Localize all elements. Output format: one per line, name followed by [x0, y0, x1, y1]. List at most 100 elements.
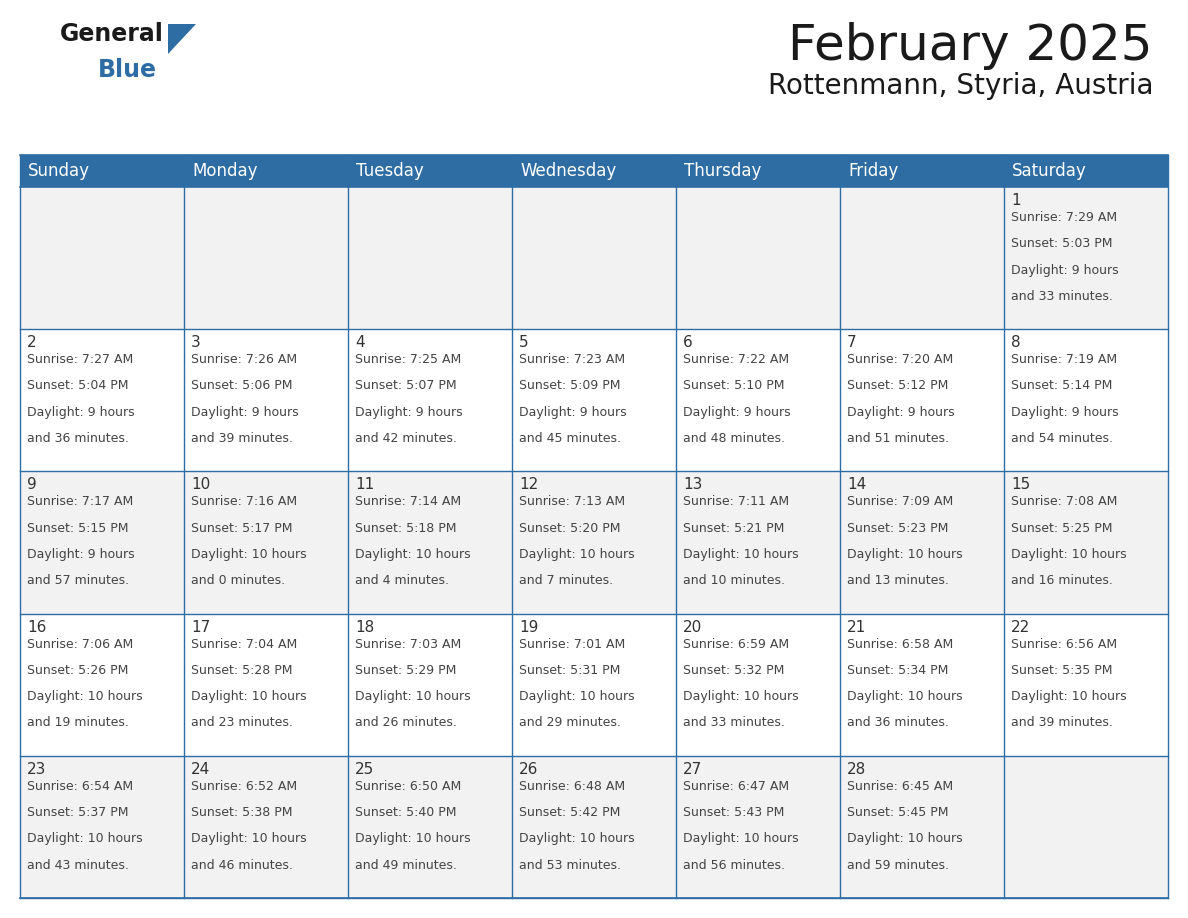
Text: Rottenmann, Styria, Austria: Rottenmann, Styria, Austria: [767, 72, 1154, 100]
Text: 21: 21: [847, 620, 866, 634]
Text: February 2025: February 2025: [789, 22, 1154, 70]
Text: and 36 minutes.: and 36 minutes.: [847, 716, 949, 730]
Text: Daylight: 10 hours: Daylight: 10 hours: [519, 833, 634, 845]
Text: Sunrise: 7:04 AM: Sunrise: 7:04 AM: [191, 638, 297, 651]
Text: and 7 minutes.: and 7 minutes.: [519, 574, 613, 588]
Text: Sunset: 5:40 PM: Sunset: 5:40 PM: [355, 806, 456, 819]
Text: and 43 minutes.: and 43 minutes.: [27, 858, 128, 871]
Text: Monday: Monday: [192, 162, 258, 180]
Text: 14: 14: [847, 477, 866, 492]
Text: Daylight: 10 hours: Daylight: 10 hours: [355, 690, 470, 703]
Text: 19: 19: [519, 620, 538, 634]
Text: and 39 minutes.: and 39 minutes.: [191, 432, 293, 445]
Text: Sunrise: 7:23 AM: Sunrise: 7:23 AM: [519, 353, 625, 366]
Text: 16: 16: [27, 620, 46, 634]
Text: Daylight: 10 hours: Daylight: 10 hours: [519, 548, 634, 561]
Text: 26: 26: [519, 762, 538, 777]
Text: 20: 20: [683, 620, 702, 634]
Polygon shape: [168, 24, 196, 54]
Text: Sunset: 5:18 PM: Sunset: 5:18 PM: [355, 521, 456, 534]
Text: 1: 1: [1011, 193, 1020, 208]
Text: Sunset: 5:21 PM: Sunset: 5:21 PM: [683, 521, 784, 534]
Text: and 0 minutes.: and 0 minutes.: [191, 574, 285, 588]
Text: Sunrise: 6:54 AM: Sunrise: 6:54 AM: [27, 779, 133, 793]
Text: and 46 minutes.: and 46 minutes.: [191, 858, 293, 871]
Text: 15: 15: [1011, 477, 1030, 492]
Text: Daylight: 9 hours: Daylight: 9 hours: [1011, 406, 1119, 419]
Text: Daylight: 9 hours: Daylight: 9 hours: [847, 406, 955, 419]
Text: Daylight: 9 hours: Daylight: 9 hours: [27, 548, 134, 561]
Text: 24: 24: [191, 762, 210, 777]
Bar: [20, 472, 1168, 613]
Text: Sunrise: 6:58 AM: Sunrise: 6:58 AM: [847, 638, 953, 651]
Text: Daylight: 9 hours: Daylight: 9 hours: [683, 406, 791, 419]
Text: and 19 minutes.: and 19 minutes.: [27, 716, 128, 730]
Text: Friday: Friday: [848, 162, 898, 180]
Text: Thursday: Thursday: [684, 162, 762, 180]
Text: Sunset: 5:03 PM: Sunset: 5:03 PM: [1011, 237, 1112, 251]
Text: Sunrise: 7:29 AM: Sunrise: 7:29 AM: [1011, 211, 1117, 224]
Text: Sunrise: 7:03 AM: Sunrise: 7:03 AM: [355, 638, 461, 651]
Bar: [20, 330, 1168, 472]
Text: Daylight: 9 hours: Daylight: 9 hours: [519, 406, 626, 419]
Text: Sunset: 5:34 PM: Sunset: 5:34 PM: [847, 664, 948, 677]
Text: Sunset: 5:25 PM: Sunset: 5:25 PM: [1011, 521, 1112, 534]
Text: Daylight: 10 hours: Daylight: 10 hours: [191, 833, 307, 845]
Text: and 57 minutes.: and 57 minutes.: [27, 574, 129, 588]
Text: Daylight: 10 hours: Daylight: 10 hours: [191, 548, 307, 561]
Text: and 39 minutes.: and 39 minutes.: [1011, 716, 1113, 730]
Text: Sunrise: 6:45 AM: Sunrise: 6:45 AM: [847, 779, 953, 793]
Text: 3: 3: [191, 335, 201, 350]
Text: Daylight: 9 hours: Daylight: 9 hours: [1011, 263, 1119, 276]
Text: Sunset: 5:28 PM: Sunset: 5:28 PM: [191, 664, 292, 677]
Text: and 26 minutes.: and 26 minutes.: [355, 716, 457, 730]
Text: 6: 6: [683, 335, 693, 350]
Text: Sunset: 5:09 PM: Sunset: 5:09 PM: [519, 379, 620, 393]
Text: Blue: Blue: [97, 58, 157, 82]
Text: and 42 minutes.: and 42 minutes.: [355, 432, 457, 445]
Text: and 56 minutes.: and 56 minutes.: [683, 858, 785, 871]
Text: Daylight: 10 hours: Daylight: 10 hours: [683, 690, 798, 703]
Text: Sunrise: 7:16 AM: Sunrise: 7:16 AM: [191, 496, 297, 509]
Text: and 54 minutes.: and 54 minutes.: [1011, 432, 1113, 445]
Text: Daylight: 10 hours: Daylight: 10 hours: [847, 833, 962, 845]
Text: Sunrise: 7:22 AM: Sunrise: 7:22 AM: [683, 353, 789, 366]
Text: Sunrise: 7:01 AM: Sunrise: 7:01 AM: [519, 638, 625, 651]
Text: 27: 27: [683, 762, 702, 777]
Text: 18: 18: [355, 620, 374, 634]
Text: 22: 22: [1011, 620, 1030, 634]
Text: Sunset: 5:10 PM: Sunset: 5:10 PM: [683, 379, 784, 393]
Text: Sunrise: 7:20 AM: Sunrise: 7:20 AM: [847, 353, 953, 366]
Text: Sunset: 5:17 PM: Sunset: 5:17 PM: [191, 521, 292, 534]
Text: Sunset: 5:35 PM: Sunset: 5:35 PM: [1011, 664, 1112, 677]
Text: Sunset: 5:43 PM: Sunset: 5:43 PM: [683, 806, 784, 819]
Bar: [20, 155, 1168, 898]
Text: Daylight: 10 hours: Daylight: 10 hours: [847, 548, 962, 561]
Text: Sunrise: 6:56 AM: Sunrise: 6:56 AM: [1011, 638, 1117, 651]
Text: General: General: [61, 22, 164, 46]
Text: and 51 minutes.: and 51 minutes.: [847, 432, 949, 445]
Text: 28: 28: [847, 762, 866, 777]
Text: and 29 minutes.: and 29 minutes.: [519, 716, 621, 730]
Text: Daylight: 10 hours: Daylight: 10 hours: [355, 833, 470, 845]
Text: Sunrise: 6:50 AM: Sunrise: 6:50 AM: [355, 779, 461, 793]
Text: Sunrise: 7:27 AM: Sunrise: 7:27 AM: [27, 353, 133, 366]
Text: 17: 17: [191, 620, 210, 634]
Text: and 36 minutes.: and 36 minutes.: [27, 432, 128, 445]
Text: Daylight: 10 hours: Daylight: 10 hours: [847, 690, 962, 703]
Text: and 13 minutes.: and 13 minutes.: [847, 574, 949, 588]
Text: Sunset: 5:06 PM: Sunset: 5:06 PM: [191, 379, 292, 393]
Text: Saturday: Saturday: [1012, 162, 1087, 180]
Text: Daylight: 10 hours: Daylight: 10 hours: [191, 690, 307, 703]
Text: Sunset: 5:42 PM: Sunset: 5:42 PM: [519, 806, 620, 819]
Text: Daylight: 9 hours: Daylight: 9 hours: [355, 406, 462, 419]
Text: Daylight: 9 hours: Daylight: 9 hours: [27, 406, 134, 419]
Text: Sunset: 5:04 PM: Sunset: 5:04 PM: [27, 379, 128, 393]
Text: Daylight: 10 hours: Daylight: 10 hours: [1011, 690, 1126, 703]
Text: Sunset: 5:38 PM: Sunset: 5:38 PM: [191, 806, 292, 819]
Text: 23: 23: [27, 762, 46, 777]
Text: 9: 9: [27, 477, 37, 492]
Text: and 4 minutes.: and 4 minutes.: [355, 574, 449, 588]
Text: Sunrise: 7:13 AM: Sunrise: 7:13 AM: [519, 496, 625, 509]
Text: Sunrise: 7:14 AM: Sunrise: 7:14 AM: [355, 496, 461, 509]
